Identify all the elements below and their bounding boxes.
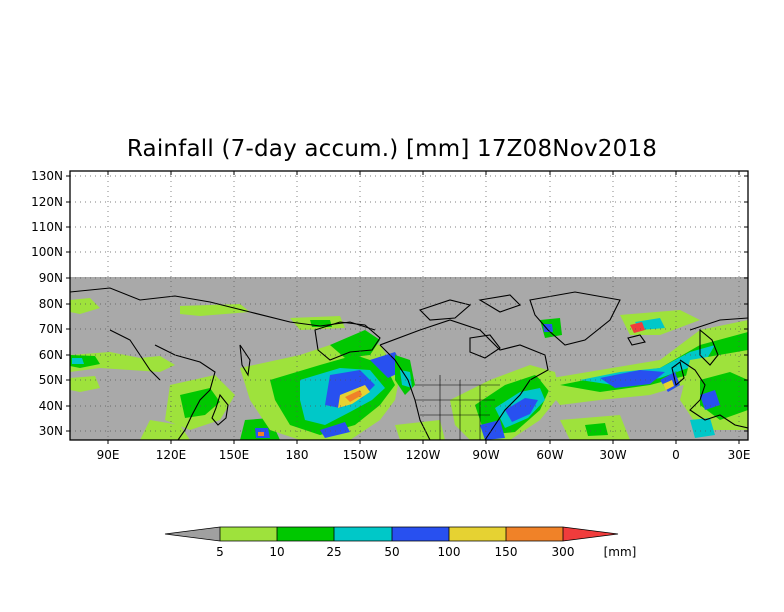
colorbar-label: 300 [552,545,575,559]
colorbar-swatch [506,527,563,541]
longitude-labels: 90E 120E 150E 180 150W 120W 90W 60W 30W … [97,448,751,462]
lat-label: 100N [31,245,63,259]
lat-label: 80N [39,297,63,311]
precip-patches [70,298,748,440]
lat-label: 90N [39,271,63,285]
lon-label: 180 [286,448,309,462]
lon-label: 30W [599,448,626,462]
colorbar-swatch [449,527,506,541]
colorbar-swatch [392,527,449,541]
colorbar-labels: 5 10 25 50 100 150 300 [mm] [216,545,636,559]
lat-label: 120N [31,195,63,209]
colorbar-under-triangle [165,527,220,541]
lon-label: 120W [406,448,441,462]
colorbar-label: 10 [269,545,284,559]
lat-label: 40N [39,399,63,413]
coastlines [70,287,748,440]
plot-border [69,170,749,441]
lon-label: 0 [672,448,680,462]
colorbar-label: 150 [495,545,518,559]
colorbar-label: 100 [438,545,461,559]
lat-label: 130N [31,169,63,183]
colorbar-label: 5 [216,545,224,559]
colorbar-unit: [mm] [604,545,637,559]
lon-label: 150W [343,448,378,462]
latitude-labels: 130N 120N 110N 100N 90N 80N 70N 60N 50N … [31,169,63,438]
x-ticks [107,171,740,444]
lon-label: 150E [219,448,250,462]
y-ticks [66,175,748,432]
lat-label: 30N [39,424,63,438]
colorbar-over-triangle [563,527,618,541]
colorbar-swatch [277,527,334,541]
colorbar [164,526,619,542]
lat-label: 110N [31,220,63,234]
lat-label: 60N [39,348,63,362]
lon-label: 90E [97,448,120,462]
lon-label: 90W [472,448,499,462]
lon-label: 30E [728,448,751,462]
lat-label: 50N [39,373,63,387]
lat-label: 70N [39,322,63,336]
lon-label: 120E [156,448,187,462]
lon-label: 60W [536,448,563,462]
map-title: Rainfall (7-day accum.) [mm] 17Z08Nov201… [126,136,658,162]
colorbar-swatch [334,527,392,541]
colorbar-label: 25 [326,545,341,559]
colorbar-label: 50 [384,545,399,559]
colorbar-swatch [220,527,277,541]
